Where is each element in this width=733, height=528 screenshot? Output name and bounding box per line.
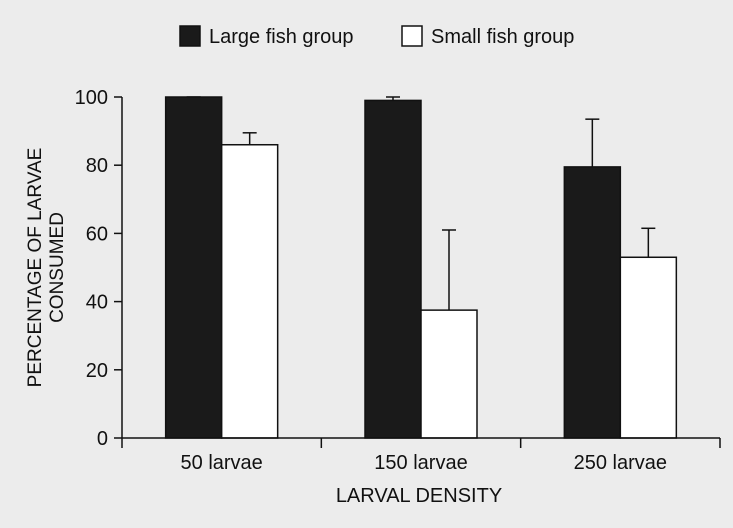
x-tick-label: 250 larvae [574,452,667,474]
y-axis-label: PERCENTAGE OF LARVAE CONSUMED [25,148,68,388]
y-tick-label: 80 [86,155,108,177]
bar [220,143,279,439]
y-tick-label: 60 [86,223,108,245]
legend-label: Large fish group [209,26,354,48]
bar [364,99,422,439]
bars [164,96,678,439]
bar [164,96,223,439]
y-axis-label-line: CONSUMED [47,212,68,323]
legend-label: Small fish group [431,26,574,48]
legend: Large fish group Small fish group [179,25,574,48]
y-tick-label: 20 [86,360,108,382]
y-tick-label: 40 [86,292,108,314]
x-axis: 50 larvae 150 larvae 250 larvae [121,437,721,474]
x-tick-label: 150 larvae [374,452,467,474]
bar [420,309,478,439]
x-tick-label: 50 larvae [181,452,263,474]
y-axis: 0 20 40 60 80 100 [75,87,123,450]
legend-swatch [401,25,423,47]
bar [563,166,622,439]
y-axis-label-line: PERCENTAGE OF LARVAE [25,148,46,388]
legend-swatch [179,25,201,47]
x-axis-label: LARVAL DENSITY [336,485,502,507]
y-tick-label: 100 [75,87,108,109]
bar [619,256,678,439]
y-tick-label: 0 [97,428,108,450]
